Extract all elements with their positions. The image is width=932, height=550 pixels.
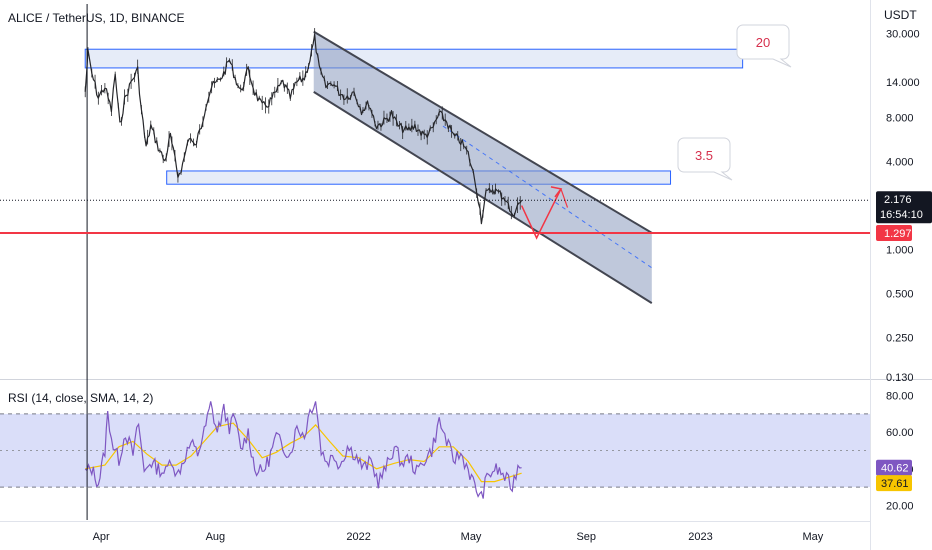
upper-resistance-zone[interactable]	[84, 48, 744, 69]
projected-path-tail	[560, 188, 569, 208]
rsi-series	[84, 401, 522, 499]
countdown-value: 16:54:10	[880, 209, 923, 221]
price-tick-label: 0.130	[886, 372, 914, 384]
price-tick-label: 4.000	[886, 157, 914, 169]
rsi-value-tag	[876, 459, 912, 476]
price-tick-label: 14.000	[886, 77, 920, 89]
channel-midline	[442, 125, 653, 269]
drawings-front[interactable]: 203.5	[520, 24, 792, 240]
time-tick-label[interactable]: 2023	[688, 531, 712, 543]
rsi-tick-label: 20.00	[886, 500, 914, 512]
rsi-value: 40.62	[881, 463, 909, 475]
last-price-value: 2.176	[884, 194, 912, 206]
callout-target-upper[interactable]: 20	[736, 24, 792, 68]
price-tick-label: 0.250	[886, 333, 914, 345]
time-axis[interactable]: Apr Aug 2022 May Sep 2023 May	[93, 531, 824, 543]
time-tick-label[interactable]: May	[461, 531, 482, 543]
rsi-label: RSI (14, close, SMA, 14, 2)	[8, 391, 153, 405]
callout-target-lower[interactable]: 3.5	[677, 137, 733, 181]
price-tick-label: 0.500	[886, 289, 914, 301]
time-tick-label[interactable]: Aug	[206, 531, 226, 543]
rsi-sma-line	[85, 422, 522, 483]
time-tick-label[interactable]: Sep	[576, 531, 596, 543]
projected-path[interactable]	[520, 188, 562, 240]
chart-title: ALICE / TetherUS, 1D, BINANCE	[8, 11, 185, 25]
time-tick-label[interactable]: Apr	[93, 531, 110, 543]
callout-bubble	[736, 24, 792, 68]
price-series	[84, 28, 523, 225]
support-price-tag	[876, 225, 912, 242]
drawings-back[interactable]	[84, 30, 744, 304]
callout-text: 3.5	[695, 148, 713, 163]
rsi-tick-label: 80.00	[886, 391, 914, 403]
time-tick-label[interactable]: 2022	[346, 531, 370, 543]
callout-text: 20	[756, 35, 770, 50]
rsi-sma-tag	[876, 475, 912, 492]
callout-bubble	[677, 137, 733, 181]
currency-label: USDT	[884, 8, 917, 22]
rsi-line	[84, 401, 522, 499]
price-tags: 2.176 16:54:10 1.297 40.62 37.61	[876, 191, 932, 492]
support-price-value: 1.297	[884, 228, 912, 240]
last-price-tag	[876, 191, 932, 224]
lower-support-zone[interactable]	[166, 170, 672, 185]
channel-lower-edge	[313, 91, 653, 304]
time-tick-label[interactable]: May	[802, 531, 823, 543]
price-tick-label: 1.000	[886, 245, 914, 257]
rsi-tick-label: 60.00	[886, 427, 914, 439]
descending-channel[interactable]	[313, 31, 652, 304]
price-tick-label: 30.000	[886, 29, 920, 41]
channel-upper-edge	[313, 30, 653, 234]
rsi-sma-value: 37.61	[881, 478, 909, 490]
price-tick-label: 8.000	[886, 113, 914, 125]
